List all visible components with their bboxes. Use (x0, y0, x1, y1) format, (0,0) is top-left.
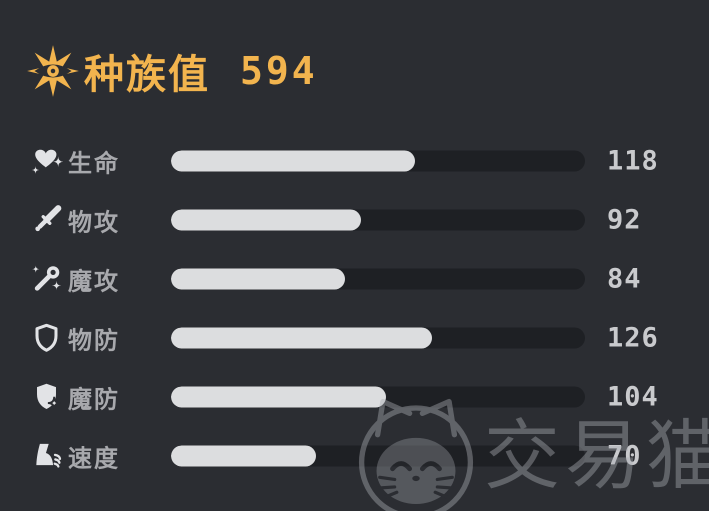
shield-sparkle-icon (30, 380, 63, 413)
stat-bar-fill (171, 268, 345, 289)
stat-value: 92 (607, 204, 642, 235)
stat-row: 速度 70 (0, 426, 709, 485)
total-base-stat-value: 594 (240, 49, 318, 93)
stats-list: 生命 118 物攻 92 魔攻 84 物防 (0, 131, 709, 485)
sword-icon (30, 203, 63, 236)
stat-label: 速度 (68, 444, 120, 472)
stat-value: 118 (607, 145, 659, 176)
star-eye-icon (26, 44, 80, 98)
header: 种族值 594 (26, 42, 318, 100)
shield-icon (30, 321, 63, 354)
stat-value: 126 (607, 322, 659, 353)
stat-bar-fill (171, 445, 316, 466)
stat-label: 物防 (68, 326, 120, 354)
wand-icon (30, 262, 63, 295)
stat-label: 魔防 (68, 385, 120, 413)
stat-bar-track (171, 209, 585, 230)
stat-bar-fill (171, 150, 416, 171)
stat-value: 70 (607, 440, 642, 471)
stat-row: 物攻 92 (0, 190, 709, 249)
stat-bar-track (171, 445, 585, 466)
stat-bar-track (171, 327, 585, 348)
stat-bar-fill (171, 327, 432, 348)
page-title: 种族值 (84, 52, 210, 98)
stat-row: 生命 118 (0, 131, 709, 190)
stat-row: 物防 126 (0, 308, 709, 367)
stat-value: 84 (607, 263, 642, 294)
speed-icon (30, 439, 63, 472)
stat-bar-fill (171, 386, 387, 407)
stat-bar-track (171, 150, 585, 171)
stat-row: 魔防 104 (0, 367, 709, 426)
heart-icon (30, 144, 63, 177)
stat-row: 魔攻 84 (0, 249, 709, 308)
stat-bar-fill (171, 209, 362, 230)
stat-bar-track (171, 268, 585, 289)
stat-label: 物攻 (68, 208, 120, 236)
stat-bar-track (171, 386, 585, 407)
stat-label: 生命 (68, 149, 120, 177)
stat-value: 104 (607, 381, 659, 412)
stat-label: 魔攻 (68, 267, 120, 295)
